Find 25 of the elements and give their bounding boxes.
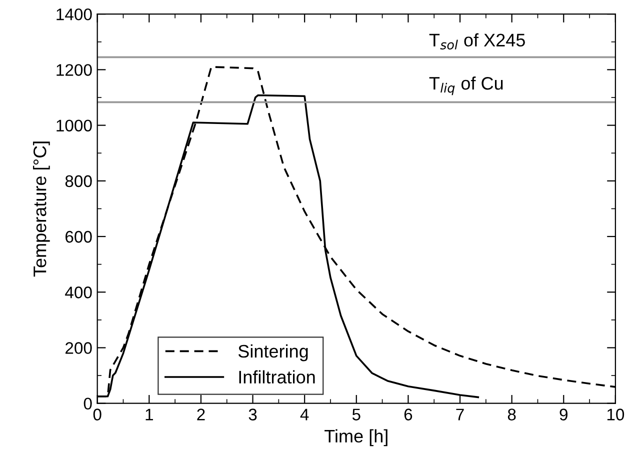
x-tick-label: 1 <box>146 408 153 420</box>
x-tick-label: 5 <box>352 408 360 420</box>
x-tick-label: 9 <box>560 408 568 420</box>
x-tick-label: 4 <box>300 408 309 420</box>
legend-label: Sintering <box>238 344 308 362</box>
y-tick-label: 400 <box>65 286 92 298</box>
y-tick-label: 1000 <box>56 120 92 132</box>
ref-line-label: T$_{liq}$ of Cu <box>429 76 503 96</box>
y-tick-label: 1400 <box>56 8 92 20</box>
x-tick-label: 0 <box>93 408 102 420</box>
ref-line-label: T$_{sol}$ of X245 <box>429 33 525 50</box>
legend-label: Infiltration <box>239 370 315 384</box>
x-tick-label: 8 <box>508 408 516 420</box>
y-tick-label: 0 <box>84 398 92 410</box>
y-tick-label: 800 <box>65 175 92 188</box>
x-tick-label: 3 <box>248 408 257 420</box>
x-axis-title: Time [h] <box>324 429 388 446</box>
y-tick-label: 200 <box>66 342 92 354</box>
x-tick-label: 2 <box>197 408 205 420</box>
x-tick-label: 7 <box>456 408 464 420</box>
y-tick-label: 600 <box>66 230 92 243</box>
x-tick-label: 10 <box>607 408 624 420</box>
x-tick-label: 6 <box>404 408 412 420</box>
y-axis-title: Temperature [°C] <box>33 142 50 277</box>
y-tick-label: 1200 <box>56 64 92 76</box>
